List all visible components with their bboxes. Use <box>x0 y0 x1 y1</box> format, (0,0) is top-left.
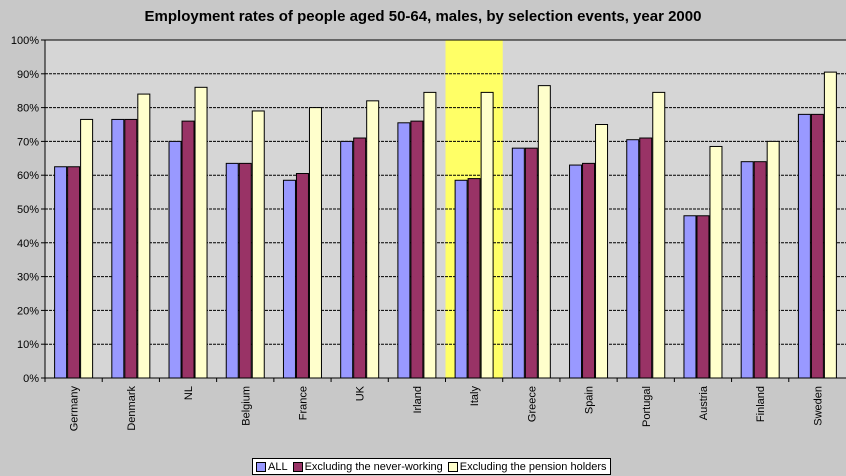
bar <box>696 215 710 379</box>
legend: ALL Excluding the never-working Excludin… <box>252 458 611 475</box>
bar <box>454 179 468 379</box>
x-tick-label: Sweden <box>812 386 824 426</box>
x-tick-label: NL <box>183 386 195 400</box>
x-tick-label: Germany <box>69 386 81 432</box>
bar <box>823 71 837 379</box>
bar <box>410 120 424 379</box>
bar <box>683 215 697 379</box>
legend-swatch-excluding-pension-holders <box>447 461 458 472</box>
bar <box>766 140 780 379</box>
x-tick-label: Portugal <box>641 386 653 427</box>
bar <box>366 100 380 379</box>
x-tick-label: Belgium <box>240 386 252 426</box>
bar <box>569 164 583 379</box>
bar <box>423 91 437 379</box>
y-tick-label: 50% <box>17 204 39 216</box>
bar <box>225 162 239 379</box>
x-tick-label: Greece <box>526 386 538 422</box>
y-tick-label: 80% <box>17 103 39 115</box>
bar <box>652 91 666 379</box>
legend-label-excluding-pension-holders: Excluding the pension holders <box>459 460 607 473</box>
x-tick-label: Irland <box>412 386 424 414</box>
legend-item-excluding-pension-holders: Excluding the pension holders <box>447 460 607 473</box>
x-tick-label: UK <box>355 385 367 401</box>
x-tick-label: Denmark <box>126 386 138 431</box>
legend-swatch-excluding-never-working <box>292 461 303 472</box>
legend-item-all: ALL <box>256 461 288 473</box>
bar <box>480 91 494 379</box>
x-tick-label: Spain <box>584 386 596 414</box>
bar <box>353 137 367 379</box>
y-tick-label: 100% <box>11 35 39 47</box>
bar <box>137 93 151 379</box>
bar <box>397 122 411 379</box>
bar <box>626 139 640 379</box>
bar <box>54 166 68 379</box>
bar <box>168 140 182 379</box>
bar <box>709 145 723 379</box>
y-tick-label: 10% <box>17 339 39 351</box>
x-tick-label: Italy <box>469 386 481 407</box>
bar <box>238 162 252 379</box>
bar <box>511 147 525 379</box>
bar <box>639 137 653 379</box>
legend-item-excluding-never-working: Excluding the never-working <box>292 460 443 473</box>
legend-swatch-all <box>256 461 266 472</box>
bar <box>340 140 354 379</box>
y-tick-label: 70% <box>17 136 39 148</box>
bar <box>124 118 138 379</box>
x-tick-label: Finland <box>755 386 767 422</box>
x-tick-label: Austria <box>698 385 710 420</box>
bar <box>524 147 538 379</box>
chart-title: Employment rates of people aged 50-64, m… <box>144 8 702 25</box>
bar <box>810 113 824 379</box>
legend-label-all: ALL <box>268 460 288 473</box>
bar <box>111 118 125 379</box>
bar <box>537 85 551 379</box>
bar <box>753 161 767 379</box>
bar <box>194 86 208 379</box>
bar <box>295 173 309 379</box>
bar <box>282 179 296 379</box>
y-tick-label: 90% <box>17 69 39 81</box>
bar <box>582 162 596 379</box>
bar <box>740 161 754 379</box>
bar <box>595 124 609 379</box>
y-tick-label: 60% <box>17 170 39 182</box>
bar <box>80 118 94 379</box>
x-tick-label: France <box>297 386 309 420</box>
bar <box>797 113 811 379</box>
bar <box>251 110 265 379</box>
legend-label-excluding-never-working: Excluding the never-working <box>304 460 443 473</box>
bar <box>181 120 195 379</box>
bar <box>467 178 481 379</box>
y-tick-label: 30% <box>17 272 39 284</box>
bar <box>67 166 81 379</box>
y-tick-label: 40% <box>17 238 39 250</box>
bar <box>308 107 322 379</box>
y-tick-label: 0% <box>23 373 39 385</box>
y-tick-label: 20% <box>17 305 39 317</box>
